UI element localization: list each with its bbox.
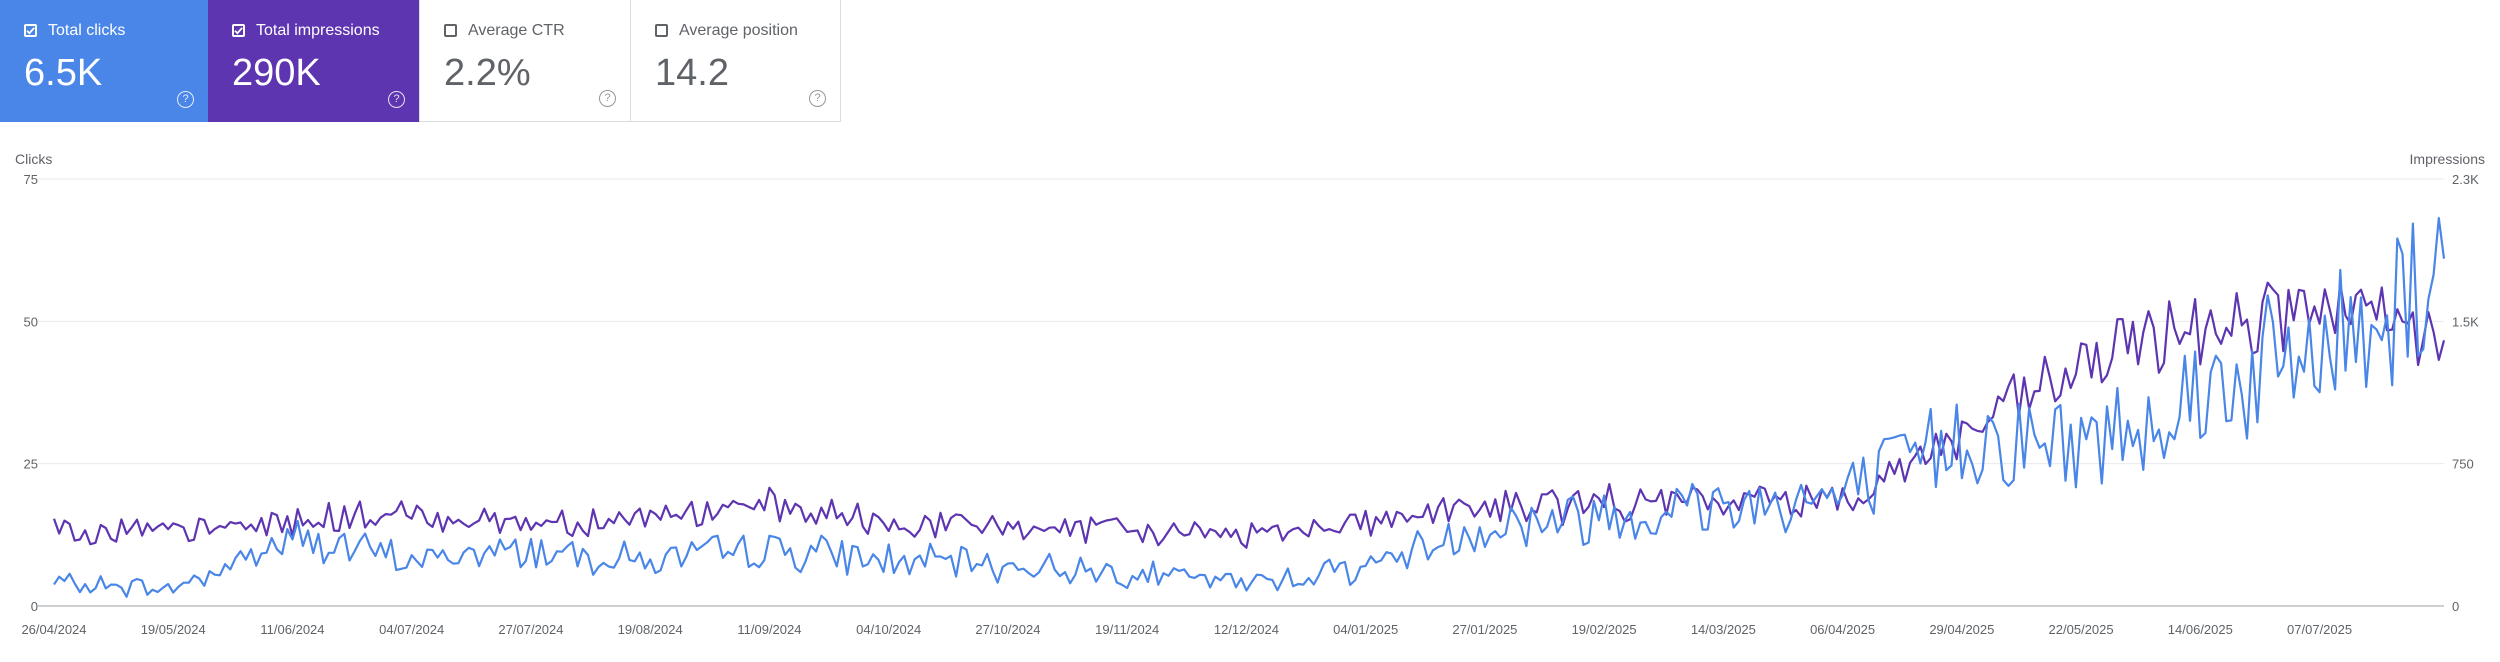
total-impressions-card[interactable]: Total impressions 290K ? [208, 0, 419, 122]
x-axis-tick-label: 27/01/2025 [1452, 622, 1517, 637]
x-axis-tick-label: 04/01/2025 [1333, 622, 1398, 637]
checkbox-unchecked-icon[interactable] [655, 24, 668, 37]
chart-series [52, 216, 2446, 598]
help-icon[interactable]: ? [599, 90, 616, 107]
x-axis-tick-label: 06/04/2025 [1810, 622, 1875, 637]
clicks-series-line [53, 216, 2446, 598]
x-axis-tick-label: 19/08/2024 [618, 622, 683, 637]
total-impressions-label: Total impressions [256, 22, 380, 39]
x-axis-tick-label: 19/11/2024 [1095, 622, 1159, 637]
average-ctr-value: 2.2% [444, 52, 531, 94]
left-axis-tick-label: 25 [24, 457, 38, 472]
help-icon[interactable]: ? [809, 90, 826, 107]
checkbox-checked-icon[interactable] [24, 24, 37, 37]
checkbox-unchecked-icon[interactable] [444, 24, 457, 37]
x-axis-tick-label: 11/09/2024 [737, 622, 801, 637]
x-axis-ticks: 26/04/2024 19/05/2024 11/06/2024 04/07/2024… [21, 622, 2352, 637]
x-axis-tick-label: 27/10/2024 [975, 622, 1040, 637]
x-axis-tick-label: 04/07/2024 [379, 622, 444, 637]
x-axis-tick-label: 14/03/2025 [1691, 622, 1756, 637]
right-axis-ticks: 0 750 1.5K 2.3K [2452, 172, 2479, 614]
metric-cards: Total clicks 6.5K ? Total impressions 29… [0, 0, 841, 122]
average-ctr-card[interactable]: Average CTR 2.2% ? [419, 0, 630, 122]
impressions-series-line [52, 281, 2446, 549]
x-axis-tick-label: 22/05/2025 [2049, 622, 2114, 637]
total-impressions-value: 290K [232, 52, 321, 94]
total-clicks-card[interactable]: Total clicks 6.5K ? [0, 0, 208, 122]
x-axis-tick-label: 14/06/2025 [2168, 622, 2233, 637]
average-position-value: 14.2 [655, 52, 729, 94]
x-axis-tick-label: 12/12/2024 [1214, 622, 1279, 637]
average-position-label: Average position [679, 22, 798, 39]
right-axis-tick-label: 750 [2452, 457, 2474, 472]
x-axis-tick-label: 07/07/2025 [2287, 622, 2352, 637]
x-axis-tick-label: 27/07/2024 [498, 622, 563, 637]
x-axis-tick-label: 26/04/2024 [21, 622, 86, 637]
total-clicks-label: Total clicks [48, 22, 126, 39]
checkbox-checked-icon[interactable] [232, 24, 245, 37]
help-icon[interactable]: ? [177, 91, 194, 108]
left-axis-ticks: 0 25 50 75 [24, 172, 38, 614]
average-ctr-label: Average CTR [468, 22, 565, 39]
x-axis-tick-label: 04/10/2024 [856, 622, 921, 637]
right-axis-tick-label: 0 [2452, 599, 2459, 614]
right-axis-title: Impressions [2410, 151, 2485, 167]
chart-gridlines [38, 178, 2444, 607]
x-axis-tick-label: 19/05/2024 [141, 622, 206, 637]
x-axis-tick-label: 19/02/2025 [1572, 622, 1637, 637]
left-axis-tick-label: 50 [24, 314, 38, 329]
right-axis-tick-label: 1.5K [2452, 314, 2479, 329]
left-axis-tick-label: 75 [24, 172, 38, 187]
x-axis-tick-label: 29/04/2025 [1929, 622, 1994, 637]
total-clicks-value: 6.5K [24, 52, 103, 94]
help-icon[interactable]: ? [388, 91, 405, 108]
left-axis-title: Clicks [15, 151, 52, 167]
right-axis-tick-label: 2.3K [2452, 172, 2479, 187]
x-axis-tick-label: 11/06/2024 [260, 622, 324, 637]
average-position-card[interactable]: Average position 14.2 ? [630, 0, 841, 122]
left-axis-tick-label: 0 [31, 599, 38, 614]
